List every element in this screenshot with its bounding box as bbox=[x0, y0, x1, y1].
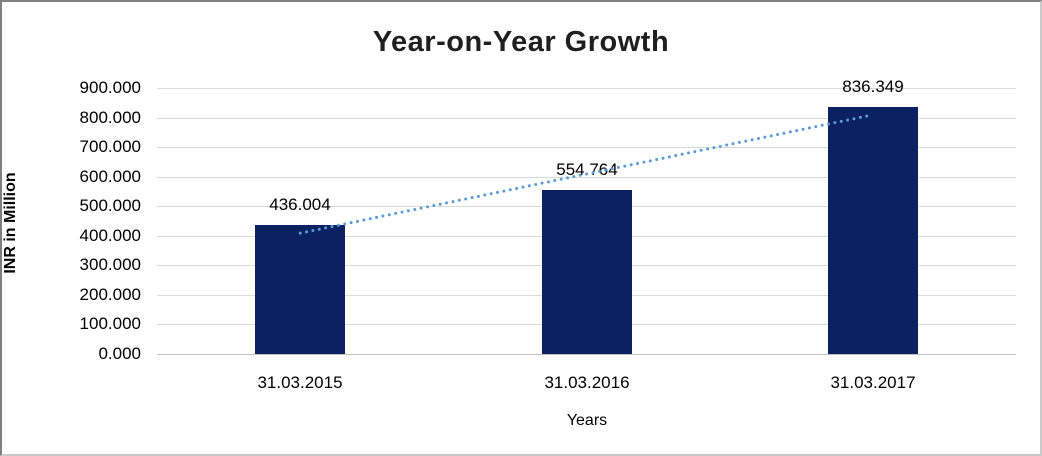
x-tick-label: 31.03.2016 bbox=[544, 373, 630, 392]
gridline bbox=[157, 88, 1016, 89]
y-tick-label: 0.000 bbox=[98, 344, 141, 363]
bar-value-label: 554.764 bbox=[556, 160, 618, 179]
bar-31.03.2017 bbox=[828, 107, 918, 354]
bar-value-label: 836.349 bbox=[842, 77, 904, 96]
bar-31.03.2015 bbox=[255, 225, 345, 354]
y-tick-label: 500.000 bbox=[79, 196, 141, 215]
y-tick-label: 400.000 bbox=[79, 226, 141, 245]
x-axis-title: Years bbox=[566, 412, 608, 429]
y-tick-label: 900.000 bbox=[79, 78, 141, 97]
y-tick-label: 200.000 bbox=[79, 285, 141, 304]
x-axis-line bbox=[157, 354, 1016, 355]
bar-value-label: 436.004 bbox=[269, 195, 331, 214]
x-tick-label: 31.03.2015 bbox=[257, 373, 343, 392]
y-tick-label: 700.000 bbox=[79, 137, 141, 156]
y-tick-label: 600.000 bbox=[79, 167, 141, 186]
x-tick-label: 31.03.2017 bbox=[830, 373, 916, 392]
y-tick-label: 100.000 bbox=[79, 314, 141, 333]
y-tick-label: 800.000 bbox=[79, 108, 141, 127]
y-tick-label: 300.000 bbox=[79, 255, 141, 274]
bar-31.03.2016 bbox=[542, 190, 632, 354]
chart-title: Year-on-Year Growth bbox=[372, 26, 670, 58]
